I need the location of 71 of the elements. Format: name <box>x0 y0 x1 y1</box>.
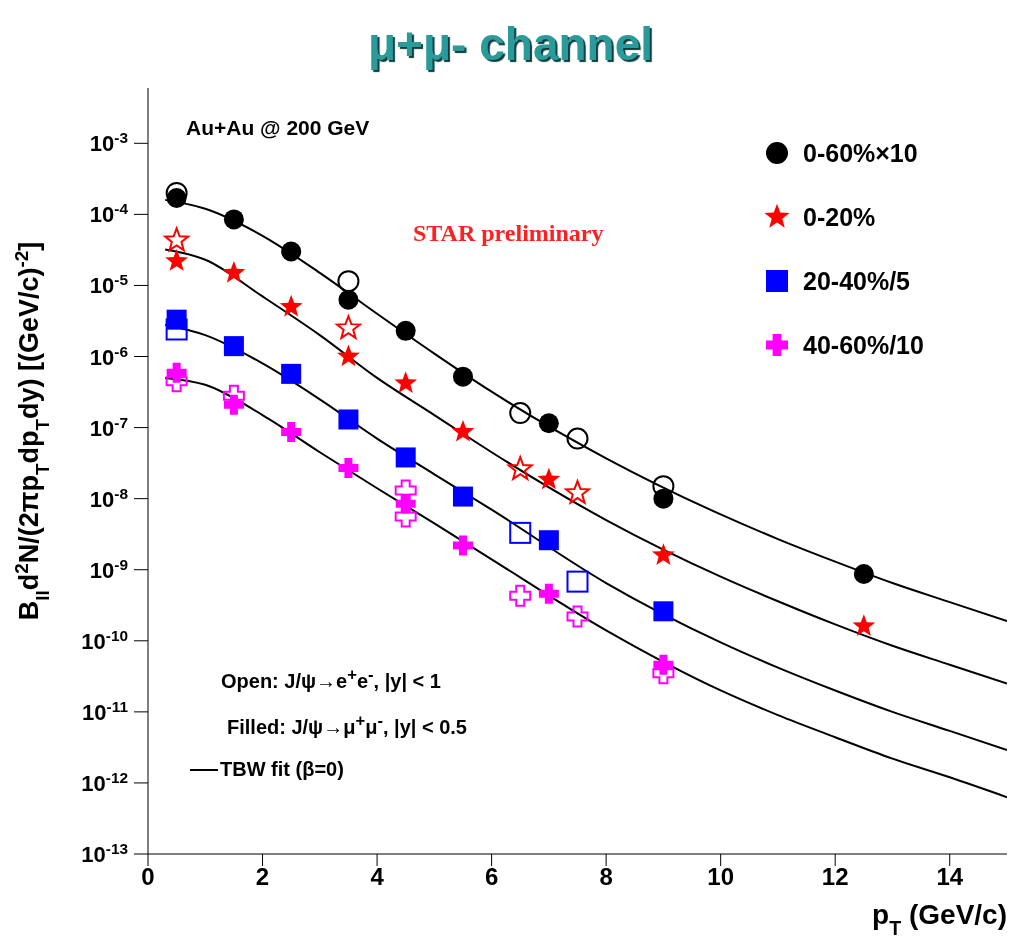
x-tick-label: 0 <box>141 863 155 891</box>
point <box>566 427 589 450</box>
y-tick-label: 10$^{-10}$ <box>81 626 128 654</box>
point <box>223 336 244 357</box>
y-tick-label: 10$^{-7}$ <box>89 413 128 441</box>
point <box>337 270 360 293</box>
y-tick-label: 10$^{-13}$ <box>81 839 128 867</box>
y-tick-label: 10$^{-11}$ <box>82 697 129 725</box>
x-tick-label: 14 <box>936 863 964 891</box>
point <box>653 601 674 622</box>
point <box>565 480 590 504</box>
y-tick-label: 10$^{-4}$ <box>89 199 129 228</box>
x-tick-label: 4 <box>370 863 385 891</box>
point <box>338 457 359 478</box>
point <box>537 467 561 490</box>
point <box>281 421 302 442</box>
y-tick-label: 10$^{-9}$ <box>89 555 128 583</box>
x-tick-label: 12 <box>821 863 849 891</box>
x-tick-label: 6 <box>484 863 499 891</box>
point <box>394 371 418 393</box>
point <box>566 605 589 628</box>
point <box>538 413 559 434</box>
point <box>395 447 416 468</box>
legend-label: 20-40%/5 <box>803 266 911 296</box>
legend-label: 0-20% <box>803 202 876 232</box>
point <box>452 366 473 387</box>
y-tick-label: 10$^{-12}$ <box>81 768 128 796</box>
y-tick-label: 10$^{-3}$ <box>89 128 128 157</box>
point <box>509 402 532 425</box>
point <box>394 479 417 502</box>
x-tick-label: 8 <box>599 863 613 891</box>
annotation: STAR preliminary <box>413 220 604 246</box>
point <box>852 614 876 636</box>
point <box>395 320 416 341</box>
point <box>452 486 473 507</box>
x-tick-label: 10 <box>707 863 735 891</box>
annotation: Open: J/ψ→e$^{+}$e$^{-}$, |y| < 1 <box>221 665 441 692</box>
point <box>281 363 302 384</box>
point <box>164 227 190 252</box>
point <box>337 344 360 367</box>
point <box>336 315 361 339</box>
point <box>394 505 417 528</box>
x-axis-title: p$_{T}$ (GeV/c) <box>872 899 1007 939</box>
annotation: Au+Au @ 200 GeV <box>186 116 370 139</box>
point <box>651 543 675 565</box>
legend-label: TBW fit (β=0) <box>220 758 344 781</box>
point <box>452 535 473 556</box>
point <box>451 419 475 442</box>
chart-title: μ+μ- channel <box>366 17 655 72</box>
point <box>165 318 188 341</box>
point <box>222 260 246 283</box>
y-tick-label: 10$^{-6}$ <box>89 342 128 370</box>
legend-label: 0-60%×10 <box>803 138 918 168</box>
point <box>338 409 359 430</box>
point <box>509 521 532 544</box>
legend-label: 40-60%/10 <box>803 330 924 360</box>
x-tick-label: 2 <box>255 863 270 891</box>
point <box>279 294 303 317</box>
point <box>509 584 532 607</box>
point <box>507 456 533 480</box>
point <box>538 530 559 551</box>
point <box>338 289 359 310</box>
point <box>281 241 302 262</box>
y-tick-label: 10$^{-8}$ <box>89 484 129 512</box>
point <box>165 249 189 271</box>
y-tick-label: 10$^{-5}$ <box>89 270 129 299</box>
point <box>566 570 589 593</box>
point <box>223 209 244 230</box>
annotation: Filled: J/ψ→μ$^{+}$μ$^{-}$, |y| < 0.5 <box>227 711 467 738</box>
point <box>853 564 874 585</box>
point <box>538 583 559 604</box>
